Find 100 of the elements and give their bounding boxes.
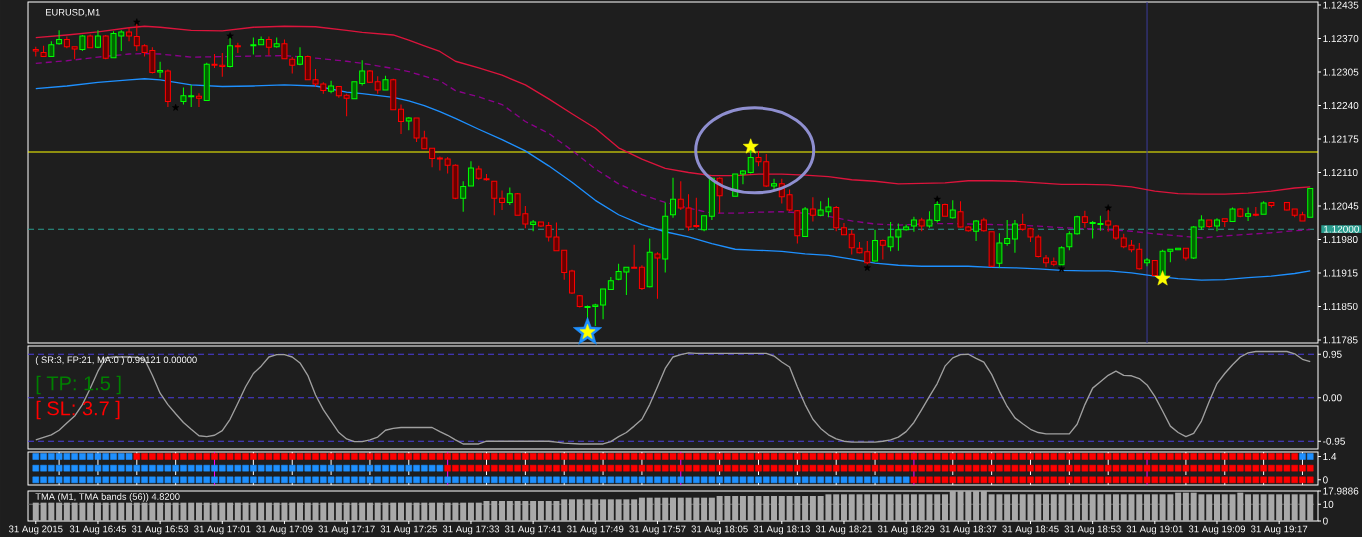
- y-tick-label: 0.00: [1323, 394, 1342, 402]
- candlestick: [405, 116, 412, 131]
- candlestick: [654, 251, 661, 300]
- candlestick: [382, 75, 389, 92]
- candlestick: [234, 42, 241, 54]
- bar: [234, 502, 241, 522]
- candlestick: [771, 178, 778, 191]
- candlestick: [607, 276, 614, 291]
- point: [1057, 265, 1066, 272]
- candlestick: [1081, 210, 1088, 229]
- bar: [499, 501, 506, 522]
- bar: [227, 502, 234, 522]
- candlestick: [949, 199, 956, 220]
- bar: [118, 502, 125, 522]
- bar: [934, 494, 941, 522]
- candlestick: [646, 237, 653, 288]
- bar: [195, 502, 202, 522]
- bar: [662, 497, 669, 522]
- candlestick: [701, 214, 708, 232]
- candlestick: [1252, 206, 1259, 217]
- candlestick: [460, 180, 467, 213]
- bar: [1175, 492, 1182, 522]
- candlestick: [631, 244, 638, 270]
- chart-title: TMA (M1, TMA bands (56)) 4.8200: [35, 493, 180, 502]
- bar: [561, 499, 568, 522]
- candlestick: [576, 294, 583, 308]
- x-tick-label: 31 Aug 18:05: [691, 525, 748, 535]
- candlestick: [32, 46, 39, 58]
- candlestick: [600, 287, 607, 320]
- candlestick: [265, 36, 272, 57]
- candlestick: [56, 29, 63, 46]
- x-tick-label: 31 Aug 17:49: [567, 525, 624, 535]
- candlestick: [1229, 207, 1236, 223]
- y-tick-label: 1.4: [1323, 453, 1337, 460]
- point: [1154, 270, 1171, 286]
- bar: [1307, 494, 1314, 522]
- bar: [670, 497, 677, 522]
- ref-line-label: 1.12000: [1324, 225, 1360, 233]
- bar: [436, 502, 443, 522]
- bar: [941, 494, 948, 522]
- bar: [809, 495, 816, 522]
- bar: [188, 502, 195, 522]
- candlestick: [203, 62, 210, 102]
- candlestick: [802, 206, 809, 238]
- bar: [1050, 494, 1057, 522]
- candlestick: [1050, 257, 1057, 267]
- candlestick: [1245, 207, 1252, 222]
- y-tick-label: 1.12240: [1323, 102, 1359, 110]
- candlestick: [195, 92, 202, 108]
- x-tick-label: 31 Aug 18:53: [1064, 525, 1121, 535]
- candlestick: [988, 230, 995, 268]
- x-tick-label: 31 Aug 18:45: [1002, 525, 1059, 535]
- x-tick-label: 31 Aug 17:25: [380, 525, 437, 535]
- bar: [910, 494, 917, 522]
- bar: [1245, 494, 1252, 522]
- bar: [1105, 494, 1112, 522]
- candlestick: [79, 34, 86, 52]
- bar: [1035, 494, 1042, 522]
- bar: [638, 497, 645, 522]
- candlestick: [506, 186, 513, 206]
- y-tick-label: 17.9886: [1323, 487, 1359, 495]
- bar: [701, 497, 708, 522]
- bar: [568, 499, 575, 522]
- bar: [973, 491, 980, 522]
- bar: [258, 502, 265, 522]
- candlestick: [662, 201, 669, 273]
- bar: [1252, 494, 1259, 522]
- candlestick: [1307, 187, 1314, 219]
- bar: [763, 495, 770, 522]
- bar: [297, 502, 303, 522]
- candlestick: [499, 190, 506, 211]
- y-tick-label: 1.12175: [1323, 135, 1359, 143]
- bar: [157, 502, 164, 522]
- bar: [87, 502, 94, 522]
- bar: [833, 494, 840, 522]
- candlestick: [1011, 219, 1018, 254]
- candlestick: [273, 37, 280, 49]
- x-tick-label: 31 Aug 17:01: [194, 525, 251, 535]
- y-tick-label: 1.12305: [1323, 68, 1359, 76]
- point: [579, 323, 596, 339]
- candlestick: [281, 39, 288, 60]
- bar: [289, 502, 296, 522]
- x-tick-label: 31 Aug 17:57: [629, 525, 686, 535]
- bar: [1074, 494, 1081, 522]
- y-tick-label: 1.11915: [1323, 269, 1358, 277]
- candlestick: [809, 196, 816, 222]
- line-series: [35, 25, 1311, 195]
- candlestick: [879, 238, 886, 261]
- bar: [56, 502, 63, 522]
- y-tick-label: 0: [1323, 476, 1328, 484]
- candlestick: [40, 45, 47, 58]
- bar: [848, 494, 855, 522]
- bar: [390, 502, 397, 522]
- candlestick: [366, 69, 373, 84]
- candlestick: [1213, 217, 1220, 232]
- bar: [475, 502, 482, 522]
- x-tick-label: 31 Aug 16:53: [131, 525, 189, 535]
- point: [742, 138, 759, 154]
- x-tick-label: 31 Aug 19:17: [1250, 525, 1308, 535]
- candlestick: [638, 264, 645, 291]
